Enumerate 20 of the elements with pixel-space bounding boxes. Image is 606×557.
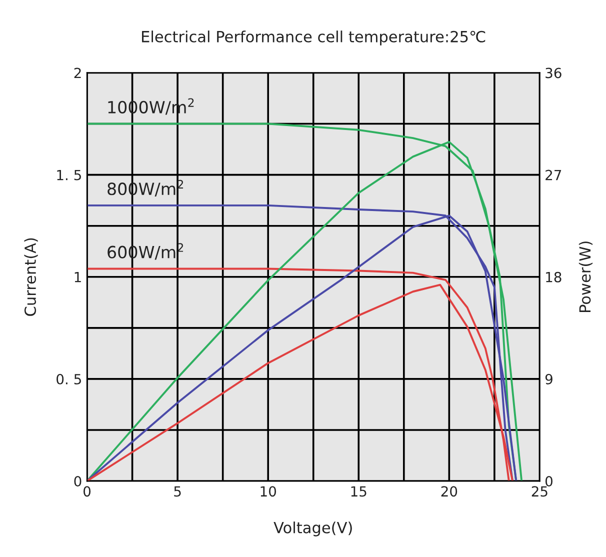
y2-tick-label: 27 [546,170,562,180]
x-tick-label: 0 [84,486,91,497]
y-axis-title: Current(A) [24,238,38,316]
y2-tick-label: 0 [545,476,552,486]
y2-tick-label: 36 [546,68,562,78]
x-tick-label: 15 [351,486,366,497]
y-tick-label: 1 [74,272,81,282]
x-tick-label: 20 [441,486,458,497]
x-tick-label: 10 [260,486,276,497]
y-tick-label: 1. 5 [57,170,81,180]
x-axis-title: Voltage(V) [274,522,352,536]
y-tick-label: 2 [74,68,81,78]
y2-tick-label: 9 [545,374,552,384]
y2-axis-title: Power(W) [578,242,593,312]
y-tick-label: 0. 5 [56,374,81,384]
x-tick-label: 5 [174,486,181,497]
y2-tick-label: 18 [546,272,562,282]
x-tick-label: 25 [532,486,548,497]
y-tick-label: 0 [74,476,82,486]
chart-title: Electrical Performance cell temperature:25℃ [142,30,486,46]
